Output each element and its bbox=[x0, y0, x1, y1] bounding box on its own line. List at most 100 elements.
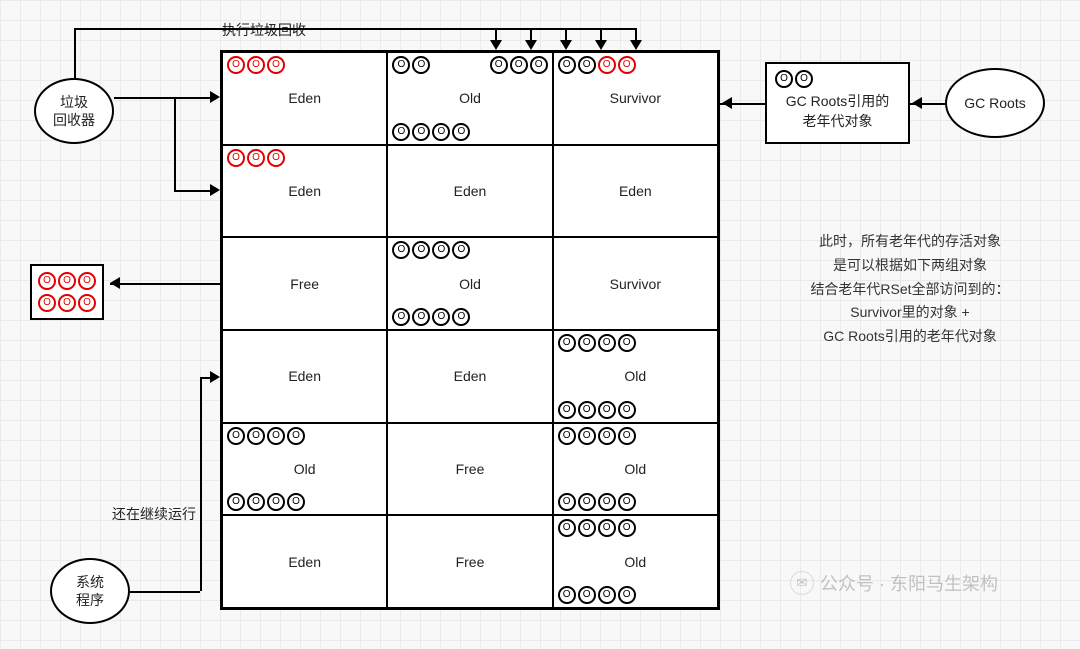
object-circle: O bbox=[267, 56, 285, 74]
description-line: Survivor里的对象 + bbox=[775, 301, 1045, 325]
object-circle: O bbox=[558, 427, 576, 445]
region-cell: EdenOOO bbox=[222, 52, 387, 145]
object-row: OOOO bbox=[558, 427, 636, 445]
region-label: Old bbox=[624, 554, 646, 570]
object-circle: O bbox=[38, 272, 56, 290]
region-cell: Free bbox=[222, 237, 387, 330]
object-circle: O bbox=[58, 272, 76, 290]
region-cell: SurvivorOOOO bbox=[553, 52, 718, 145]
object-circle: O bbox=[452, 241, 470, 259]
object-circle: O bbox=[598, 519, 616, 537]
object-circle: O bbox=[392, 241, 410, 259]
object-circle: O bbox=[618, 519, 636, 537]
object-circle: O bbox=[247, 56, 265, 74]
arrowhead-icon bbox=[525, 40, 537, 50]
object-circle: O bbox=[598, 334, 616, 352]
description-line: 结合老年代RSet全部访问到的： bbox=[775, 278, 1045, 302]
object-circle: O bbox=[267, 149, 285, 167]
object-circle: O bbox=[598, 493, 616, 511]
object-row: OOOO bbox=[558, 519, 636, 537]
object-circle: O bbox=[490, 56, 508, 74]
object-circle: O bbox=[452, 308, 470, 326]
object-circle: O bbox=[247, 427, 265, 445]
arrowhead-icon bbox=[210, 371, 220, 383]
object-circle: O bbox=[530, 56, 548, 74]
object-circle: O bbox=[578, 56, 596, 74]
object-circle: O bbox=[287, 427, 305, 445]
watermark: ✉ 公众号 · 东阳马生架构 bbox=[790, 570, 998, 596]
region-cell: OldOOOOOOOO bbox=[553, 423, 718, 516]
object-row: OOOO bbox=[227, 493, 305, 511]
connector-line bbox=[174, 97, 176, 190]
region-cell: Eden bbox=[222, 515, 387, 608]
object-row: OOOO bbox=[392, 123, 470, 141]
object-row: OOO bbox=[227, 149, 285, 167]
object-circle: O bbox=[598, 56, 616, 74]
region-label: Free bbox=[456, 554, 485, 570]
node-gc-roots: GC Roots bbox=[945, 68, 1045, 138]
region-cell: Free bbox=[387, 423, 552, 516]
object-circle: O bbox=[558, 586, 576, 604]
region-label: Old bbox=[459, 90, 481, 106]
arrowhead-icon bbox=[722, 97, 732, 109]
object-circle: O bbox=[598, 427, 616, 445]
label-gc-run: 执行垃圾回收 bbox=[222, 20, 306, 40]
object-circle: O bbox=[432, 123, 450, 141]
box-gcroots-refs: OO GC Roots引用的 老年代对象 bbox=[765, 62, 910, 144]
region-label: Eden bbox=[454, 183, 487, 199]
label-still-running: 还在继续运行 bbox=[112, 504, 196, 524]
region-cell: Eden bbox=[387, 145, 552, 238]
region-label: Survivor bbox=[610, 276, 661, 292]
object-circle: O bbox=[618, 334, 636, 352]
object-circle: O bbox=[578, 519, 596, 537]
region-cell: OldOOOOOOOOO bbox=[387, 52, 552, 145]
region-label: Old bbox=[294, 461, 316, 477]
object-circle: O bbox=[598, 586, 616, 604]
object-row: OO bbox=[775, 70, 813, 88]
region-label: Eden bbox=[454, 368, 487, 384]
region-cell: OldOOOOOOOO bbox=[222, 423, 387, 516]
object-circle: O bbox=[78, 294, 96, 312]
object-row: OOO bbox=[38, 272, 96, 290]
region-cell: OldOOOOOOOO bbox=[553, 515, 718, 608]
object-circle: O bbox=[412, 241, 430, 259]
object-circle: O bbox=[558, 493, 576, 511]
region-label: Old bbox=[624, 368, 646, 384]
object-row: OOOO bbox=[227, 427, 305, 445]
object-row: OOOO bbox=[558, 401, 636, 419]
object-circle: O bbox=[452, 123, 470, 141]
region-label: Eden bbox=[288, 554, 321, 570]
object-circle: O bbox=[558, 519, 576, 537]
object-row: OOOO bbox=[558, 334, 636, 352]
object-circle: O bbox=[412, 308, 430, 326]
object-circle: O bbox=[775, 70, 793, 88]
object-circle: O bbox=[432, 241, 450, 259]
description-line: 此时，所有老年代的存活对象 bbox=[775, 230, 1045, 254]
description-text: 此时，所有老年代的存活对象是可以根据如下两组对象结合老年代RSet全部访问到的：… bbox=[775, 230, 1045, 349]
object-circle: O bbox=[795, 70, 813, 88]
object-circle: O bbox=[578, 401, 596, 419]
object-circle: O bbox=[558, 401, 576, 419]
region-cell: Eden bbox=[553, 145, 718, 238]
object-circle: O bbox=[412, 123, 430, 141]
connector-line bbox=[174, 190, 212, 192]
object-circle: O bbox=[578, 427, 596, 445]
region-cell: OldOOOOOOOO bbox=[387, 237, 552, 330]
region-label: Old bbox=[459, 276, 481, 292]
connector-line bbox=[130, 591, 200, 593]
region-cell: Eden bbox=[222, 330, 387, 423]
region-label: Free bbox=[456, 461, 485, 477]
arrowhead-icon bbox=[110, 277, 120, 289]
object-circle: O bbox=[618, 586, 636, 604]
object-circle: O bbox=[227, 149, 245, 167]
region-label: Eden bbox=[288, 183, 321, 199]
gcroots-box-label: GC Roots引用的 老年代对象 bbox=[786, 92, 889, 131]
object-row: OOOO bbox=[392, 241, 470, 259]
arrowhead-icon bbox=[630, 40, 642, 50]
object-circle: O bbox=[392, 308, 410, 326]
object-circle: O bbox=[412, 56, 430, 74]
arrowhead-icon bbox=[595, 40, 607, 50]
object-circle: O bbox=[247, 149, 265, 167]
arrowhead-icon bbox=[912, 97, 922, 109]
heap-region-grid: EdenOOOOldOOOOOOOOOSurvivorOOOOEdenOOOEd… bbox=[220, 50, 720, 610]
